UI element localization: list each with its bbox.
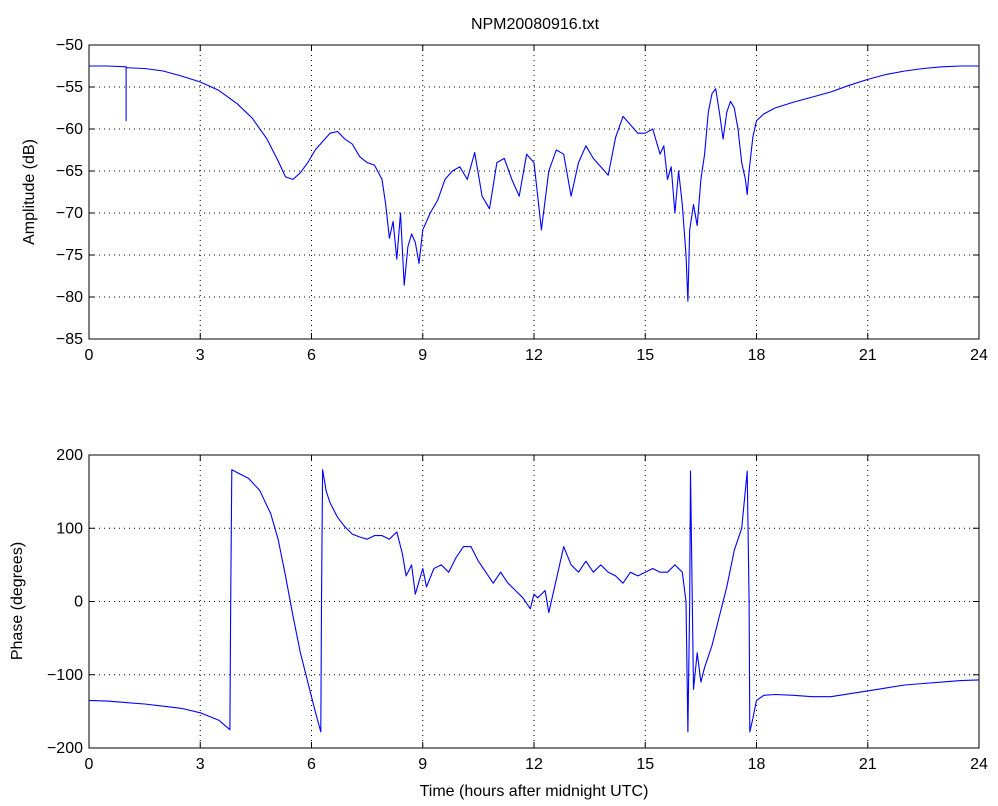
amplitude-series-line xyxy=(89,65,979,302)
amplitude-y-axis-label: Amplitude (dB) xyxy=(21,139,38,245)
amplitude-y-tick-label: −85 xyxy=(56,331,83,348)
phase-x-tick-label: 3 xyxy=(196,756,205,773)
amplitude-x-tick-label: 18 xyxy=(748,347,766,364)
amplitude-grid xyxy=(89,45,979,339)
phase-y-tick-label: −200 xyxy=(47,740,83,757)
amplitude-x-tick-label: 6 xyxy=(307,347,316,364)
amplitude-x-tick-label: 21 xyxy=(859,347,877,364)
amplitude-y-tick-label: −60 xyxy=(56,121,83,138)
phase-x-tick-label: 0 xyxy=(85,756,94,773)
amplitude-x-tick-labels: 0 3 6 9 12 15 18 21 24 xyxy=(85,347,988,364)
amplitude-y-tick-label: −65 xyxy=(56,163,83,180)
amplitude-y-tick-label: −70 xyxy=(56,205,83,222)
amplitude-series xyxy=(89,65,979,302)
phase-x-tick-label: 24 xyxy=(970,756,988,773)
amplitude-plot-area xyxy=(88,44,980,340)
amplitude-x-tick-label: 0 xyxy=(85,347,94,364)
phase-x-tick-label: 9 xyxy=(418,756,427,773)
phase-y-tick-label: 0 xyxy=(74,594,83,611)
phase-y-tick-label: −100 xyxy=(47,667,83,684)
amplitude-x-tick-label: 9 xyxy=(418,347,427,364)
amplitude-x-tick-label: 12 xyxy=(525,347,543,364)
phase-x-tick-label: 21 xyxy=(859,756,877,773)
phase-series-line xyxy=(88,469,980,733)
amplitude-x-tick-label: 24 xyxy=(970,347,988,364)
phase-x-tick-label: 12 xyxy=(525,756,543,773)
phase-panel: 0 3 6 9 12 15 18 21 24 −200 −100 0 100 200 Phase (de… xyxy=(9,447,988,800)
amplitude-ticks xyxy=(88,44,980,340)
amplitude-y-tick-label: −50 xyxy=(56,37,83,54)
phase-y-tick-labels: −200 −100 0 100 200 xyxy=(47,447,83,757)
amplitude-y-tick-label: −55 xyxy=(56,79,83,96)
chart-title: NPM20080916.txt xyxy=(471,16,600,33)
phase-y-tick-label: 100 xyxy=(56,520,83,537)
amplitude-y-tick-label: −80 xyxy=(56,289,83,306)
amplitude-panel: 0 3 6 9 12 15 18 21 24 −85−80−75−70−65−60−55−50 … xyxy=(21,37,988,364)
phase-series xyxy=(88,469,980,733)
phase-x-tick-label: 15 xyxy=(636,756,654,773)
phase-grid xyxy=(89,455,979,748)
amplitude-x-tick-label: 15 xyxy=(636,347,654,364)
phase-y-axis-label: Phase (degrees) xyxy=(9,542,26,660)
amplitude-y-tick-labels: −85 −80 −75 −70 −65 −60 −55 −50 xyxy=(56,37,83,348)
amplitude-y-tick-label: −75 xyxy=(56,247,83,264)
phase-y-tick-label: 200 xyxy=(56,447,83,464)
phase-x-tick-labels: 0 3 6 9 12 15 18 21 24 xyxy=(85,756,988,773)
phase-x-tick-label: 6 xyxy=(307,756,316,773)
amplitude-x-tick-label: 3 xyxy=(196,347,205,364)
phase-x-tick-label: 18 xyxy=(748,756,766,773)
phase-ticks xyxy=(88,454,980,749)
phase-x-axis-label: Time (hours after midnight UTC) xyxy=(420,783,649,800)
